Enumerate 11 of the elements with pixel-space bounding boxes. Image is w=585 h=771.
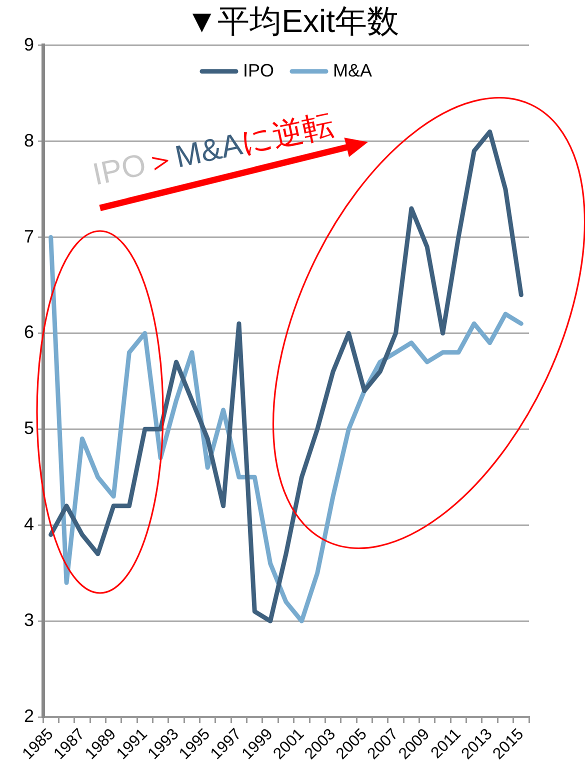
y-tick-label: 5 [24, 418, 34, 438]
y-tick-label: 9 [24, 34, 34, 54]
y-tick-label: 7 [24, 226, 34, 246]
legend-label: M&A [333, 60, 372, 80]
y-tick-label: 2 [24, 706, 34, 726]
y-tick-label: 3 [24, 610, 34, 630]
y-tick-label: 8 [24, 130, 34, 150]
legend-label: IPO [242, 60, 274, 80]
y-tick-label: 4 [24, 514, 34, 534]
y-tick-label: 6 [24, 322, 34, 342]
chart-title: ▼平均Exit年数 [186, 3, 400, 40]
